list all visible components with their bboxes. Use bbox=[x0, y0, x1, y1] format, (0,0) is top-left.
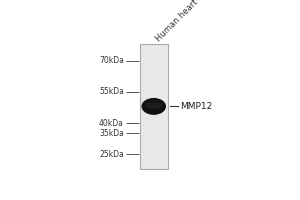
Bar bbox=[140, 44, 168, 169]
Text: 40kDa: 40kDa bbox=[99, 119, 124, 128]
Text: 70kDa: 70kDa bbox=[99, 56, 124, 65]
Text: 25kDa: 25kDa bbox=[99, 150, 124, 159]
Text: 35kDa: 35kDa bbox=[99, 129, 124, 138]
Text: MMP12: MMP12 bbox=[181, 102, 213, 111]
Text: 55kDa: 55kDa bbox=[99, 87, 124, 96]
Ellipse shape bbox=[146, 102, 162, 109]
Ellipse shape bbox=[142, 98, 166, 115]
Text: Human heart: Human heart bbox=[154, 0, 200, 43]
